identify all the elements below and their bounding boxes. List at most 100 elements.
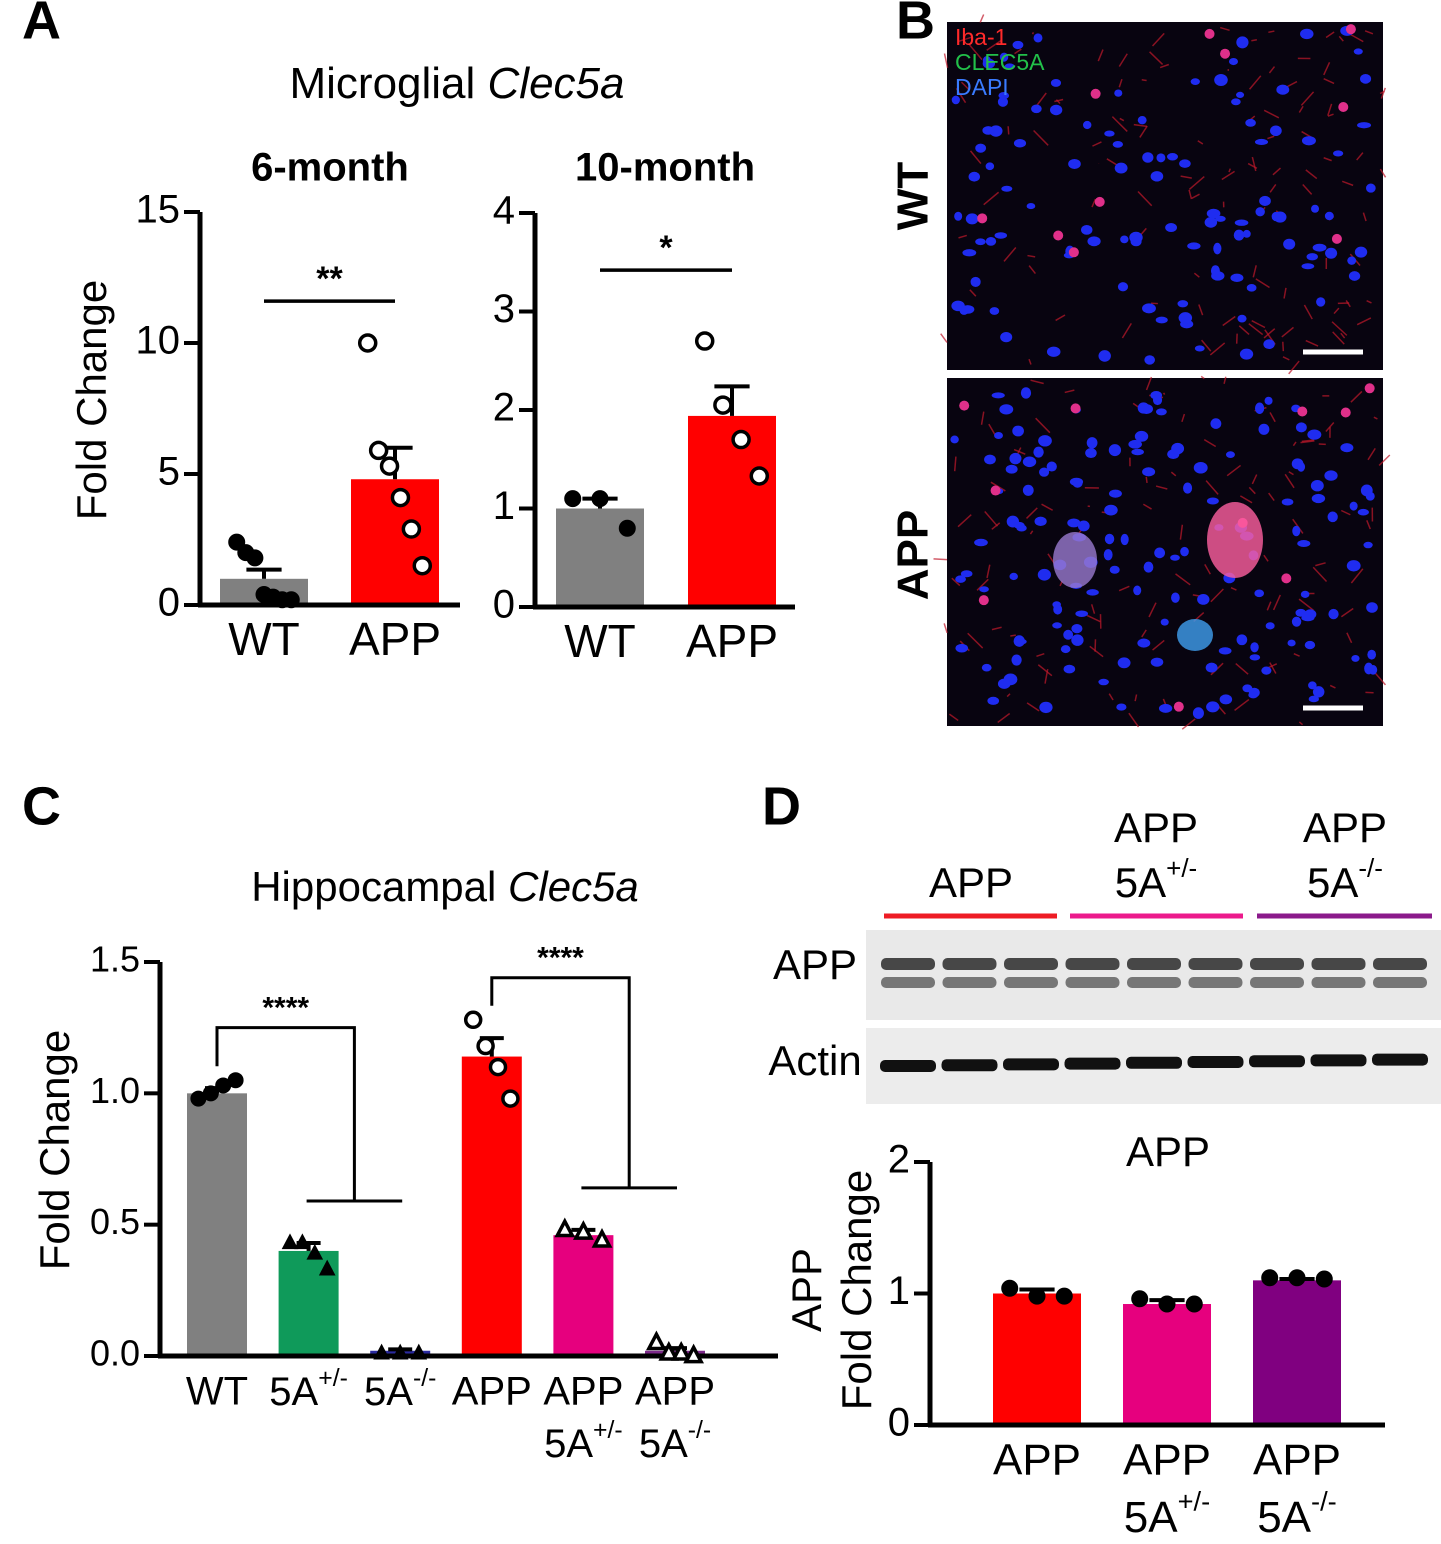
nucleus: [1150, 171, 1164, 182]
bar: [1123, 1304, 1211, 1425]
nucleus: [1311, 204, 1320, 213]
nucleus: [1109, 565, 1120, 574]
microglia-process: [1284, 473, 1295, 489]
micrograph: [933, 375, 1391, 730]
data-point: [463, 1010, 483, 1030]
nucleus: [1306, 253, 1318, 261]
x-tick-label: 5A+/-: [1124, 1486, 1210, 1542]
data-point: [591, 490, 609, 508]
data-point: [318, 1259, 336, 1276]
nucleus: [1098, 678, 1109, 686]
nucleus: [1264, 396, 1273, 405]
microglia-process: [1162, 392, 1166, 395]
microglia-process: [955, 87, 967, 104]
microglia-process: [1272, 594, 1282, 611]
data-point: [373, 1343, 390, 1360]
microglia-process: [1055, 314, 1066, 322]
nucleus: [1034, 516, 1047, 527]
microglia-process: [940, 333, 948, 343]
microglia-process: [1248, 486, 1256, 495]
nucleus: [1234, 219, 1249, 226]
blot-band: [1127, 958, 1181, 970]
blot-strip: [866, 930, 1441, 1020]
microglia-process: [1137, 190, 1153, 207]
nucleus: [1071, 634, 1084, 646]
legend-label: DAPI: [955, 74, 1009, 100]
nucleus: [1219, 694, 1233, 705]
nucleus: [1098, 350, 1111, 362]
microglia-process: [1248, 75, 1262, 90]
nucleus: [1068, 158, 1081, 170]
microglia-process: [1118, 78, 1123, 88]
micrograph: [940, 14, 1387, 375]
microglia-process: [1210, 588, 1224, 603]
microglia-process: [1327, 103, 1333, 116]
microglia-process: [1312, 566, 1328, 583]
microglia-process: [1145, 476, 1148, 484]
nucleus: [1053, 604, 1063, 615]
microglia-process: [1263, 328, 1276, 339]
nucleus: [1351, 654, 1360, 662]
microglia-process: [1303, 304, 1313, 320]
nucleus: [1067, 518, 1081, 528]
chart-title: APP: [1126, 1128, 1210, 1175]
blot-band: [1065, 958, 1120, 970]
nucleus: [982, 126, 995, 135]
data-point: [731, 429, 751, 450]
microglia-process: [953, 456, 957, 472]
nucleus: [1312, 686, 1325, 698]
nucleus: [1254, 402, 1265, 414]
nucleus: [1236, 91, 1245, 99]
nucleus: [1000, 331, 1013, 343]
nucleus: [1167, 152, 1178, 161]
microglia-process: [1325, 31, 1335, 39]
nucleus: [1071, 623, 1083, 634]
microglia-process: [1013, 448, 1026, 455]
x-tick-label: 5A+/-: [544, 1416, 623, 1465]
microglia-process: [957, 514, 972, 528]
microglia-process: [1251, 39, 1257, 42]
microglia-process: [1272, 167, 1281, 176]
nucleus: [1307, 429, 1322, 440]
data-point: [1028, 1287, 1046, 1305]
bar: [688, 415, 776, 607]
microglia-process: [1346, 632, 1353, 644]
microglia-process: [969, 289, 977, 297]
microglia-process: [933, 558, 948, 561]
nucleus: [1258, 423, 1270, 435]
nucleus: [1300, 590, 1310, 599]
microglia-process: [1234, 698, 1250, 711]
nucleus: [1218, 647, 1232, 655]
microglia-process: [1298, 721, 1304, 726]
data-point: [202, 1085, 219, 1102]
nucleus: [1104, 504, 1118, 516]
microglia-process: [1345, 300, 1351, 308]
nucleus: [1231, 98, 1241, 106]
microglia-process: [1142, 503, 1152, 510]
y-tick-label: 15: [136, 188, 181, 232]
microglia-process: [1350, 568, 1364, 584]
data-point: [379, 456, 400, 476]
blot-band: [1373, 977, 1427, 988]
chart: 10-month 0 1 2 3 4 WT APP *: [493, 146, 795, 667]
microglia-process: [1268, 492, 1275, 502]
microglia-process: [1331, 321, 1348, 336]
nucleus: [1263, 339, 1275, 350]
microglia-process: [1089, 645, 1104, 658]
microglia-cell: [1068, 247, 1079, 258]
microglia-process: [1323, 62, 1331, 76]
nucleus: [1060, 645, 1071, 654]
y-tick-label: 0: [888, 1401, 910, 1445]
microglia-process: [986, 564, 991, 579]
blot-band: [1310, 1054, 1367, 1067]
microglia-process: [1203, 438, 1217, 448]
microglia-process: [1118, 585, 1130, 592]
nucleus: [981, 663, 992, 672]
plaque: [1053, 532, 1097, 588]
data-point: [476, 1036, 495, 1056]
nucleus: [1250, 642, 1259, 653]
nucleus: [970, 276, 981, 288]
blot-band: [881, 977, 935, 988]
microglia-process: [1028, 358, 1032, 365]
bar: [993, 1293, 1081, 1425]
